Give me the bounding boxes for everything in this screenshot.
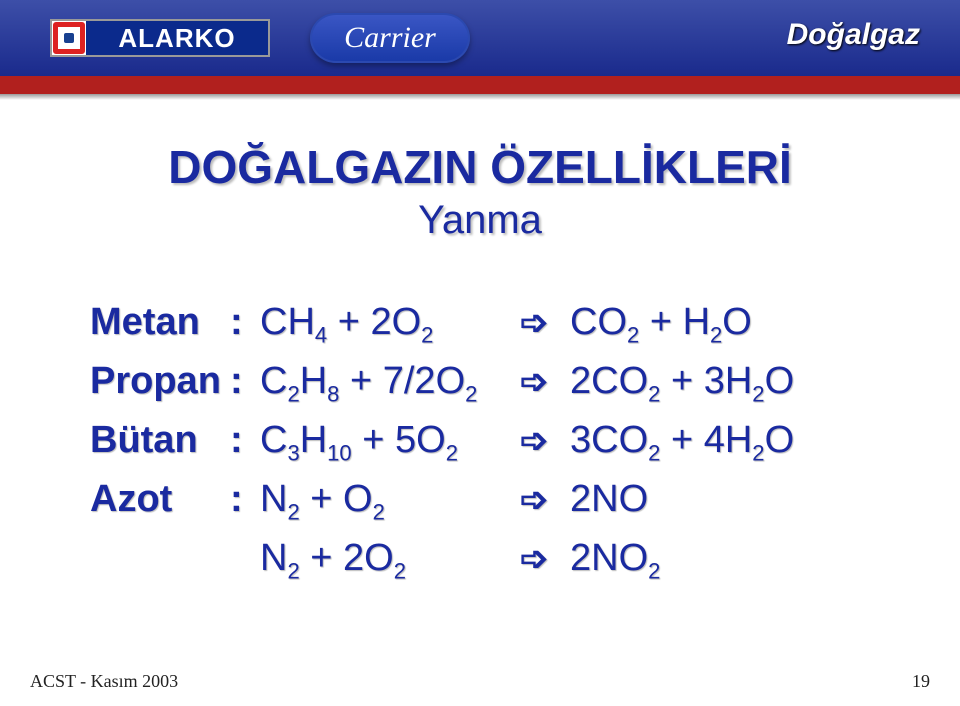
arrow-icon: ➩ (520, 356, 570, 409)
equation-colon: : (230, 470, 260, 529)
alarko-logo-text: ALARKO (86, 21, 268, 55)
equation-label: Metan (90, 293, 230, 352)
equation-lhs: CH4 + 2O2 (260, 293, 520, 352)
equation-lhs: N2 + O2 (260, 470, 520, 529)
equation-row: Bütan:C3H10 + 5O2➩3CO2 + 4H2O (90, 411, 870, 470)
arrow-icon: ➩ (520, 297, 570, 350)
footer-left: ACST - Kasım 2003 (30, 671, 178, 692)
equation-colon: : (230, 411, 260, 470)
footer-page-number: 19 (912, 671, 930, 692)
content-area: DOĞALGAZIN ÖZELLİKLERİ Yanma Metan:CH4 +… (0, 130, 960, 646)
arrow-icon: ➩ (520, 533, 570, 586)
equation-lhs: C3H10 + 5O2 (260, 411, 520, 470)
arrow-icon: ➩ (520, 474, 570, 527)
equation-rhs: 2CO2 + 3H2O (570, 352, 794, 411)
alarko-logo-icon (52, 21, 86, 55)
footer: ACST - Kasım 2003 19 (30, 671, 930, 692)
equation-row: Propan:C2H8 + 7/2O2➩2CO2 + 3H2O (90, 352, 870, 411)
equation-row: Azot:N2 + O2➩2NO (90, 470, 870, 529)
equation-colon: : (230, 352, 260, 411)
alarko-logo: ALARKO (50, 19, 270, 57)
header-red-divider (0, 76, 960, 94)
equation-rhs: 2NO (570, 470, 648, 529)
equation-label: Azot (90, 470, 230, 529)
equation-list: Metan:CH4 + 2O2➩CO2 + H2OPropan:C2H8 + 7… (90, 293, 870, 587)
header-page-tag: Doğalgaz (787, 18, 920, 52)
slide-title: DOĞALGAZIN ÖZELLİKLERİ (90, 140, 870, 194)
header-shadow (0, 94, 960, 100)
equation-row: Metan:CH4 + 2O2➩CO2 + H2O (90, 293, 870, 352)
header-bar: ALARKO Carrier Doğalgaz (0, 0, 960, 76)
equation-label: Bütan (90, 411, 230, 470)
equation-rhs: 3CO2 + 4H2O (570, 411, 794, 470)
slide: { "header": { "alarko_text": "ALARKO", "… (0, 0, 960, 706)
slide-subtitle: Yanma (90, 198, 870, 243)
equation-colon: : (230, 293, 260, 352)
arrow-icon: ➩ (520, 415, 570, 468)
equation-label: Propan (90, 352, 230, 411)
equation-rhs: 2NO2 (570, 529, 660, 588)
carrier-logo: Carrier (310, 13, 470, 63)
equation-lhs: N2 + 2O2 (260, 529, 520, 588)
equation-row: :N2 + 2O2➩2NO2 (90, 529, 870, 588)
carrier-logo-text: Carrier (344, 21, 436, 55)
equation-rhs: CO2 + H2O (570, 293, 752, 352)
equation-lhs: C2H8 + 7/2O2 (260, 352, 520, 411)
